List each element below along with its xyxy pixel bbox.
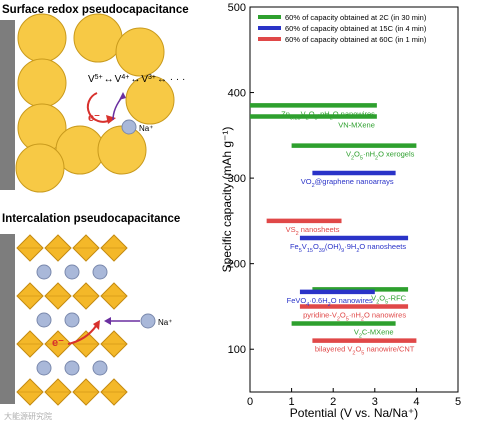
electron-arrow-head [106,115,116,124]
bar-label: Zn0.25V2O5·nH2O nanowires [281,109,375,121]
intercalation-electrode [0,234,15,404]
x-tick-label: 1 [289,396,295,408]
intercalated-ion [64,312,80,328]
electron-transfer-arrow [86,92,111,123]
watermark: 大能源研究院 [4,411,52,421]
bar-label: FeVO4·0.6H2O nanowires [287,296,373,308]
y-tick-label: 200 [228,259,246,271]
sodium-ion-label-1: Na⁺ [139,124,153,133]
redox-chain-text: V5+↔V4+↔V3+↔ · · · [88,74,185,86]
intercalation-title: Intercalation pseudocapacitance [2,213,180,225]
intercalated-ion [92,360,108,376]
bar-label: bilayered V2O5 nanowire/CNT [315,345,415,357]
intercalated-ion [36,312,52,328]
surface-redox-panel: Surface redox pseudocapacitance V5+↔V4+↔… [0,4,189,193]
capacity-bars [250,103,417,343]
electron-label-2: e⁻ [52,337,64,349]
redox-chain-label: V5+↔V4+↔V3+↔ · · · [88,74,185,86]
plot-frame [249,6,459,393]
y-axis-ticks: 100 200 300 400 500 [228,2,254,356]
bar-label: V2O5·nH2O xerogels [346,150,415,162]
y-tick-label: 500 [228,2,246,14]
bar-label: V2O5-RFC [371,293,406,305]
legend-entry: 60% of capacity obtained at 2C (in 30 mi… [285,13,427,22]
ion-arrow-head [119,92,126,100]
sodium-ion-label-2: Na⁺ [158,318,172,327]
x-axis-label: Potential (V vs. Na/Na⁺) [290,406,418,420]
active-material-sphere [15,143,65,193]
active-material-sphere [73,13,123,63]
bar-label: VS2 nanosheets [286,225,340,237]
sodium-ion-2 [140,313,156,329]
intercalated-ion [64,360,80,376]
intercalation-panel: Intercalation pseudocapacitance Na⁺ e⁻ 大… [0,213,180,421]
active-material-sphere [17,58,67,108]
intercalated-ion [36,264,52,280]
intercalated-ion [36,360,52,376]
electron-transfer-arrow-2 [67,325,97,345]
electron-arrow-head-2 [93,320,100,330]
bar-label: pyridine-V2O5·nH2O nanowires [303,310,406,322]
surface-redox-title: Surface redox pseudocapacitance [2,4,189,16]
ion-adsorption-arrow [112,95,124,121]
active-material-sphere [17,13,67,63]
x-tick-label: 0 [247,396,253,408]
y-axis-label: Specific capacity (mAh g⁻¹) [220,127,234,273]
ion-insertion-arrow-head [104,317,111,325]
octahedra-lattice [16,234,128,406]
active-material-sphere [115,27,165,77]
x-axis-ticks: 0 1 2 3 4 5 [247,388,461,408]
electron-label: e⁻ [88,112,100,124]
x-tick-label: 3 [372,396,378,408]
chart: 0 1 2 3 4 5 100 200 300 400 500 Potential (V vs. … [220,2,461,420]
y-tick-label: 400 [228,88,246,100]
y-tick-label: 100 [228,344,246,356]
legend-entry: 60% of capacity obtained at 60C (in 1 mi… [285,35,427,44]
bar-label: Fe5V15O39(OH)9·9H2O nanosheets [290,242,406,254]
active-material-sphere [125,75,175,125]
legend: 60% of capacity obtained at 2C (in 30 mi… [258,13,427,44]
x-tick-label: 2 [330,396,336,408]
intercalated-ion [92,264,108,280]
active-material-sphere [97,125,147,175]
intercalated-ion [64,264,80,280]
surface-electrode [0,20,15,190]
bar-label: VO2@graphene nanoarrays [301,177,394,189]
x-tick-label: 4 [413,396,419,408]
bar-label: VN-MXene [338,121,375,130]
y-tick-label: 300 [228,173,246,185]
x-tick-label: 5 [455,396,461,408]
surface-spheres [15,13,175,193]
bar-label: V2C-MXene [354,328,394,340]
legend-entry: 60% of capacity obtained at 15C (in 4 mi… [285,24,427,33]
sodium-ion-1 [121,119,137,135]
